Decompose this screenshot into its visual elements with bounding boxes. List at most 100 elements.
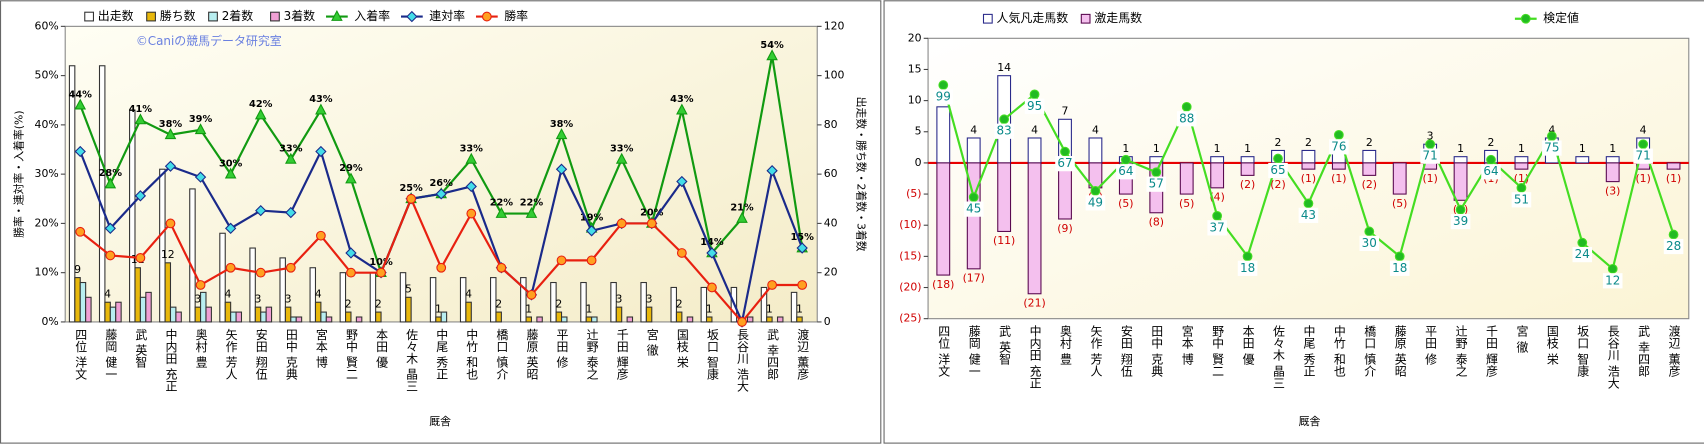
bar xyxy=(670,286,677,323)
point-label-box xyxy=(963,201,984,217)
point-label-box xyxy=(1207,220,1227,236)
x-tick-label: 矢作 芳人 xyxy=(1089,325,1103,377)
data-label: 2 xyxy=(1488,136,1495,149)
point-label: 49 xyxy=(1088,195,1103,209)
marker xyxy=(525,206,538,218)
y-tick-label: (15) xyxy=(899,249,921,262)
marker xyxy=(315,145,327,158)
bar xyxy=(1575,156,1590,164)
point-label-box xyxy=(1420,148,1440,164)
x-tick-label: 平田 修 xyxy=(1424,325,1438,365)
marker xyxy=(585,225,598,237)
bar xyxy=(1514,162,1529,170)
point-label-box xyxy=(1237,260,1258,276)
marker xyxy=(1060,146,1070,157)
data-label: (5) xyxy=(1392,197,1407,210)
data-label: 3 xyxy=(616,293,623,306)
data-label: 12 xyxy=(161,248,175,261)
bar xyxy=(435,316,442,323)
bar xyxy=(525,316,533,323)
marker xyxy=(1638,139,1649,150)
data-label: 4 xyxy=(970,123,977,136)
point-label-box xyxy=(1329,139,1349,155)
marker xyxy=(315,103,327,115)
point-label: 12 xyxy=(1605,273,1620,287)
legend-swatch xyxy=(270,11,280,22)
marker xyxy=(134,190,147,202)
y-tick-label: 15 xyxy=(908,62,922,75)
data-label: 5 xyxy=(405,283,412,296)
point-label: 67 xyxy=(1057,156,1072,170)
bar xyxy=(936,162,951,276)
marker xyxy=(646,218,657,229)
x-tick-label: 藤岡 健一 xyxy=(967,325,981,377)
x-tick-label: 野中 賢二 xyxy=(344,328,358,380)
data-label: 54% xyxy=(760,40,784,51)
data-label: 1 xyxy=(1244,142,1251,155)
y-tick-label: 20 xyxy=(908,31,922,44)
x-tick-label: 橋口 慎介 xyxy=(495,328,509,380)
y-tick-label: (20) xyxy=(899,281,921,294)
data-label: 3 xyxy=(1427,130,1434,143)
data-label: 38% xyxy=(159,119,183,130)
bar xyxy=(290,316,297,323)
data-label: 43% xyxy=(309,94,333,105)
bar xyxy=(224,301,232,323)
marker xyxy=(224,167,237,179)
point-label-box xyxy=(1268,162,1288,179)
bar xyxy=(175,311,182,323)
bar xyxy=(1179,162,1194,195)
data-label: 4 xyxy=(1548,123,1555,136)
marker xyxy=(1120,154,1131,165)
data-label: 2 xyxy=(1275,136,1282,149)
marker xyxy=(676,103,688,115)
data-label: 1 xyxy=(1457,142,1464,155)
marker xyxy=(1333,129,1344,140)
marker xyxy=(766,49,778,61)
data-label: 1 xyxy=(1579,142,1586,155)
marker xyxy=(1303,198,1314,209)
data-label: (2) xyxy=(1270,178,1285,191)
data-label: (1) xyxy=(1635,172,1650,185)
marker xyxy=(999,114,1010,125)
bar xyxy=(1453,162,1468,201)
bar xyxy=(109,306,117,323)
legend-label: 検定値 xyxy=(1543,10,1579,25)
data-label: 4 xyxy=(1640,123,1647,136)
x-tick-label: 渡辺 薫彦 xyxy=(1667,324,1681,378)
y-tick-label: 50% xyxy=(35,69,59,82)
data-label: 43% xyxy=(670,94,694,105)
data-label: 2 xyxy=(676,297,683,310)
bar xyxy=(265,306,273,323)
point-label-box xyxy=(1298,207,1319,223)
x-tick-label: 平田 修 xyxy=(555,328,569,368)
data-label: 25% xyxy=(399,183,423,194)
point-label-box xyxy=(1055,156,1075,172)
marker xyxy=(707,282,717,293)
bar xyxy=(626,316,634,323)
y-tick-label: 20% xyxy=(35,216,59,229)
y-tick-label: 5 xyxy=(915,125,922,138)
point-label: 43 xyxy=(1301,208,1316,222)
marker xyxy=(225,262,236,273)
bar xyxy=(615,306,623,323)
data-label: (1) xyxy=(1666,172,1681,185)
data-label: 4 xyxy=(104,288,111,301)
data-label: 2 xyxy=(555,297,562,310)
bar xyxy=(645,306,653,323)
marker xyxy=(255,267,266,278)
point-label: 88 xyxy=(1179,111,1194,125)
marker xyxy=(555,163,568,175)
marker xyxy=(555,128,568,140)
bar xyxy=(309,267,317,323)
bar xyxy=(314,301,322,323)
marker xyxy=(74,98,87,110)
x-tick-label: 国枝 栄 xyxy=(1545,325,1559,365)
point-label: 76 xyxy=(1331,139,1346,153)
marker xyxy=(346,267,356,278)
data-label: 9 xyxy=(74,263,81,276)
marker xyxy=(165,218,176,229)
y-tick-label: 60% xyxy=(35,19,59,32)
point-label: 71 xyxy=(1636,149,1651,163)
bar xyxy=(1027,162,1042,295)
